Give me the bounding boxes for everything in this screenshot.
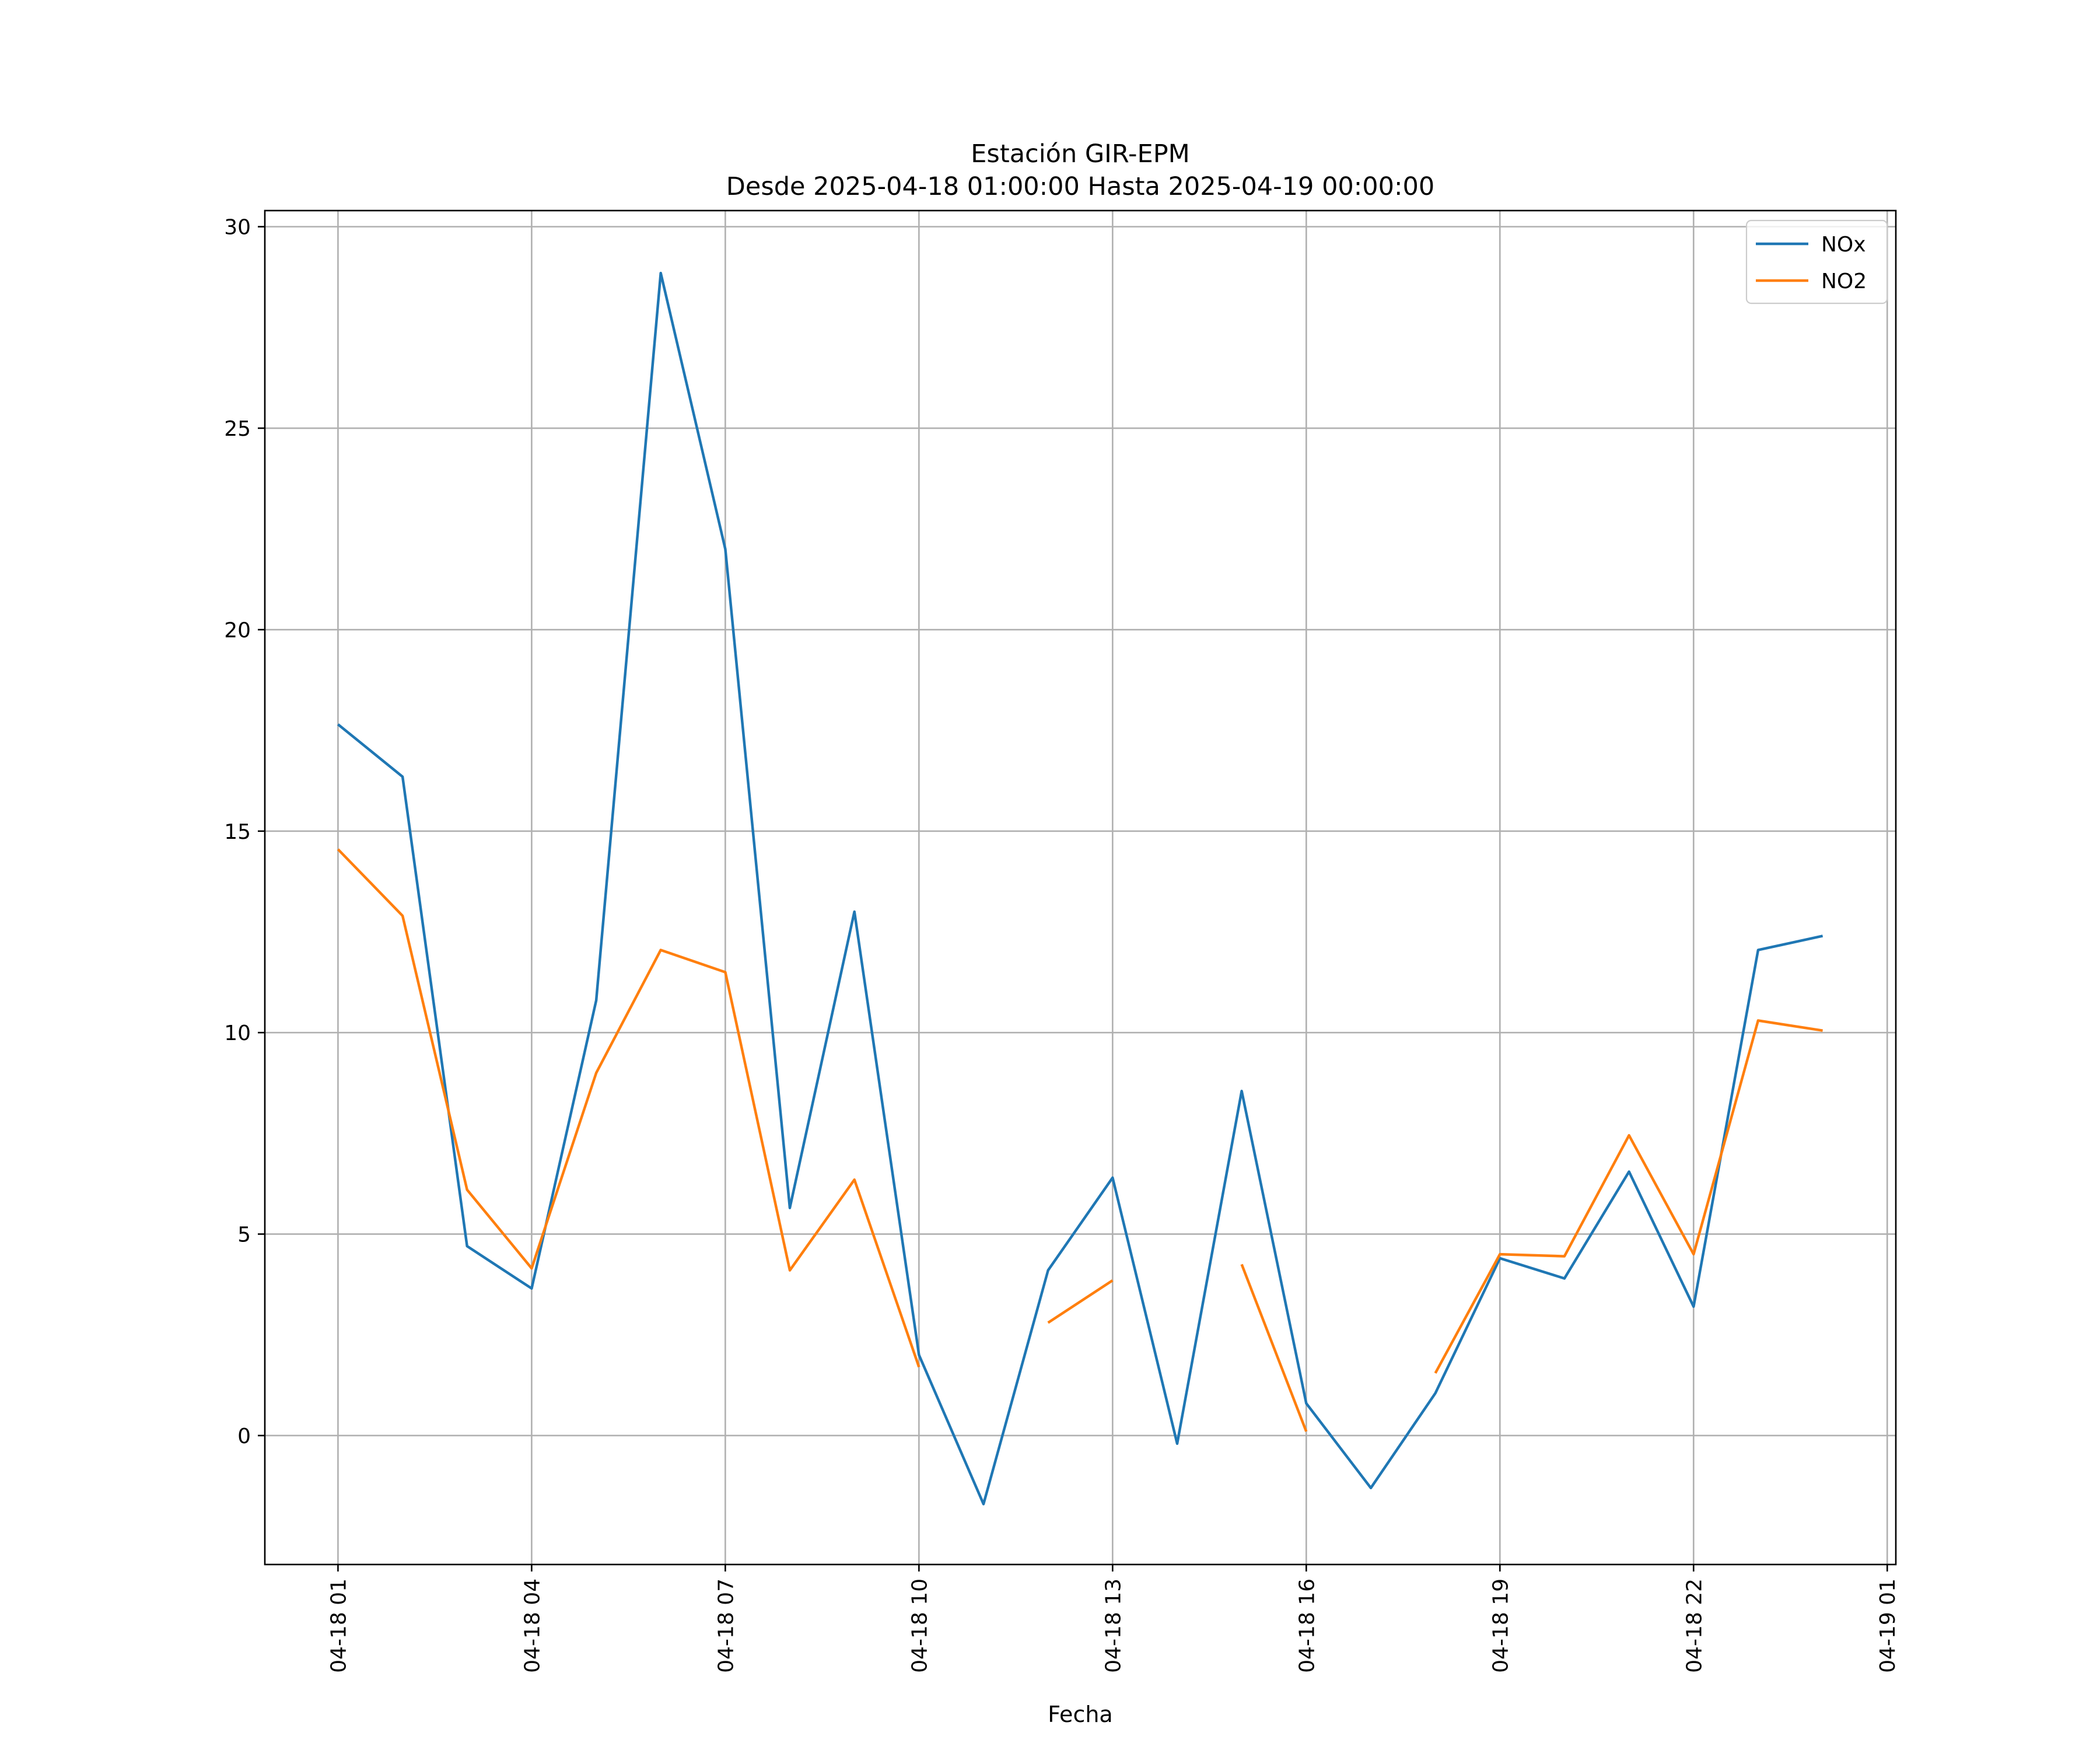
chart-title-line-2: Desde 2025-04-18 01:00:00 Hasta 2025-04-… [726, 172, 1434, 201]
x-tick-label: 04-19 01 [1876, 1578, 1900, 1673]
x-tick-label: 04-18 19 [1489, 1578, 1513, 1673]
x-tick-label: 04-18 22 [1682, 1578, 1706, 1673]
data-series [337, 271, 1824, 1506]
y-tick-label: 30 [224, 216, 251, 240]
plot-area-frame [264, 209, 1897, 1566]
legend-label-no2: NO2 [1821, 270, 1867, 293]
legend: NOx NO2 [1745, 219, 1888, 304]
legend-box [1745, 219, 1888, 304]
chart-title-line-1: Estación GIR-EPM [971, 139, 1189, 169]
series-line-no2 [337, 848, 1823, 1432]
y-tick-label: 20 [224, 618, 251, 642]
x-axis-label: Fecha [1048, 1702, 1112, 1727]
series-line-nox [337, 271, 1824, 1506]
x-tick-label: 04-18 10 [908, 1578, 932, 1673]
x-axis-ticks: 04-18 01 04-18 04 04-18 07 04-18 10 04-18 13… [327, 1564, 1900, 1673]
legend-label-nox: NOx [1821, 233, 1866, 257]
y-axis-ticks: 0 5 10 15 20 25 30 [224, 216, 265, 1448]
y-tick-label: 25 [224, 417, 251, 441]
x-tick-label: 04-18 13 [1101, 1578, 1125, 1673]
x-tick-label: 04-18 16 [1295, 1578, 1319, 1673]
y-tick-label: 5 [237, 1223, 251, 1247]
y-tick-label: 10 [224, 1021, 251, 1045]
y-tick-label: 15 [224, 820, 251, 844]
x-tick-label: 04-18 01 [327, 1578, 351, 1673]
grid-lines [265, 211, 1896, 1564]
x-tick-label: 04-18 07 [714, 1578, 738, 1673]
y-tick-label: 0 [237, 1424, 251, 1448]
x-tick-label: 04-18 04 [520, 1578, 544, 1673]
